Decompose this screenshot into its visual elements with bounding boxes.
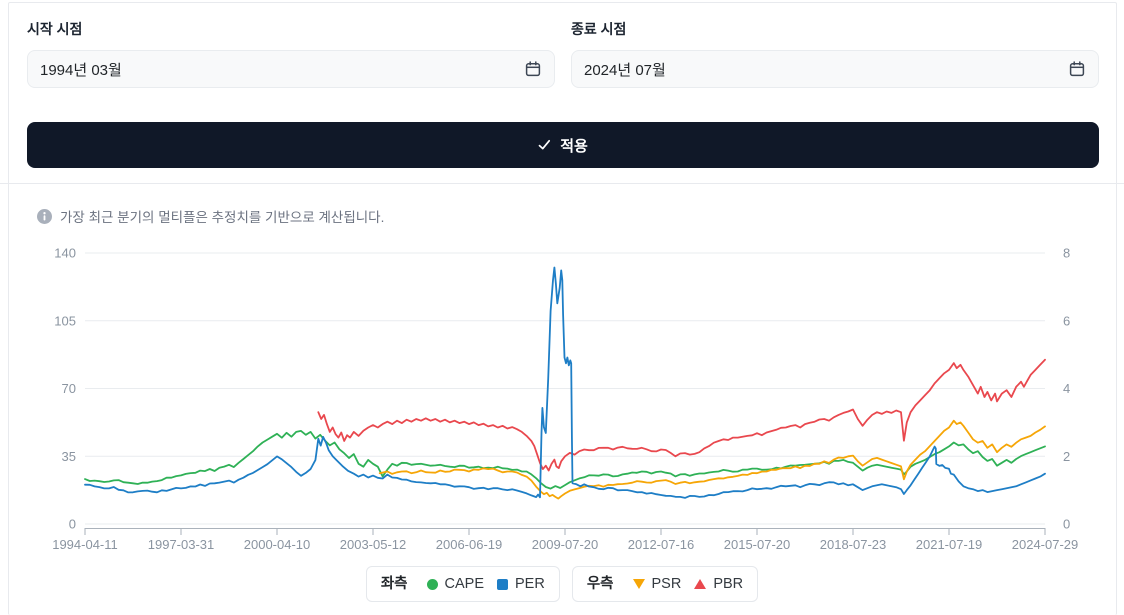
- calendar-icon[interactable]: [1068, 60, 1086, 78]
- cape-circle-marker-icon: [426, 578, 438, 590]
- legend-item-label: CAPE: [444, 576, 485, 592]
- svg-text:2015-07-20: 2015-07-20: [724, 537, 791, 552]
- grid-lines: [85, 252, 1045, 525]
- series-line-per: [84, 266, 1046, 499]
- multiples-chart[interactable]: 0 35 70 105 140 0 2 4 6 8 1994-04-11 1997-03-31 2000…: [0, 240, 1124, 562]
- right-axis-labels: 0 2 4 6 8: [1063, 246, 1070, 532]
- start-date-input[interactable]: 1994년 03월: [27, 50, 555, 88]
- legend-item-label: PSR: [651, 576, 682, 592]
- legend-item-label: PER: [515, 576, 545, 592]
- start-date-label: 시작 시점: [27, 21, 83, 37]
- svg-text:2021-07-19: 2021-07-19: [916, 537, 983, 552]
- per-square-marker-icon: [497, 578, 508, 590]
- svg-text:2024-07-29: 2024-07-29: [1012, 537, 1079, 552]
- calendar-icon[interactable]: [524, 60, 542, 78]
- x-axis: 1994-04-11 1997-03-31 2000-04-10 2003-05-12…: [52, 528, 1079, 552]
- start-date-field: 시작 시점 1994년 03월: [27, 20, 555, 88]
- check-icon: [538, 139, 551, 150]
- legend-right-group-label: 우측: [586, 576, 614, 592]
- notice-text: 가장 최근 분기의 멀티플은 추정치를 기반으로 계산됩니다.: [60, 210, 385, 225]
- svg-text:35: 35: [62, 449, 76, 464]
- svg-text:1997-03-31: 1997-03-31: [148, 537, 215, 552]
- legend-left-group-label: 좌측: [380, 576, 408, 592]
- svg-text:2018-07-23: 2018-07-23: [820, 537, 887, 552]
- svg-text:2000-04-10: 2000-04-10: [244, 537, 311, 552]
- legend-item-pbr[interactable]: PBR: [694, 574, 743, 594]
- svg-text:4: 4: [1063, 381, 1070, 396]
- svg-text:140: 140: [54, 246, 76, 261]
- series-line-cape: [84, 430, 1046, 490]
- chart-legend: 좌측 CAPE PER 우측 PSR PBR: [0, 566, 1124, 602]
- svg-text:2003-05-12: 2003-05-12: [340, 537, 407, 552]
- end-date-input[interactable]: 2024년 07월: [571, 50, 1099, 88]
- left-axis-labels: 0 35 70 105 140: [54, 246, 76, 532]
- apply-button[interactable]: 적용: [27, 122, 1099, 168]
- svg-text:8: 8: [1063, 246, 1070, 261]
- legend-right-axis-group: 우측 PSR PBR: [571, 566, 759, 602]
- legend-left-axis-group: 좌측 CAPE PER: [365, 566, 560, 602]
- svg-text:2009-07-20: 2009-07-20: [532, 537, 599, 552]
- start-date-value: 1994년 03월: [40, 61, 122, 79]
- legend-item-per[interactable]: PER: [497, 574, 545, 594]
- svg-text:105: 105: [54, 313, 76, 328]
- psr-triangle-down-marker-icon: [632, 579, 645, 589]
- svg-text:1994-04-11: 1994-04-11: [52, 537, 118, 552]
- series-line-pbr: [317, 358, 1046, 472]
- end-date-value: 2024년 07월: [584, 61, 666, 79]
- svg-text:2: 2: [1063, 449, 1070, 464]
- estimate-notice: 가장 최근 분기의 멀티플은 추정치를 기반으로 계산됩니다.: [37, 206, 384, 226]
- info-icon: [37, 208, 52, 224]
- legend-item-psr[interactable]: PSR: [632, 574, 682, 594]
- svg-text:0: 0: [1063, 517, 1070, 532]
- date-range-form: 시작 시점 1994년 03월 종료 시점 2024년 07월: [27, 20, 1099, 88]
- section-divider: [0, 183, 1124, 184]
- svg-text:70: 70: [62, 381, 76, 396]
- end-date-label: 종료 시점: [571, 21, 627, 37]
- svg-text:2012-07-16: 2012-07-16: [628, 537, 695, 552]
- legend-item-cape[interactable]: CAPE: [426, 574, 485, 594]
- apply-button-label: 적용: [560, 137, 588, 155]
- svg-text:2006-06-19: 2006-06-19: [436, 537, 503, 552]
- series-line-psr: [378, 419, 1046, 500]
- end-date-field: 종료 시점 2024년 07월: [571, 20, 1099, 88]
- legend-item-label: PBR: [713, 576, 744, 592]
- svg-text:0: 0: [69, 517, 76, 532]
- svg-text:6: 6: [1063, 313, 1070, 328]
- pbr-triangle-up-marker-icon: [694, 579, 707, 589]
